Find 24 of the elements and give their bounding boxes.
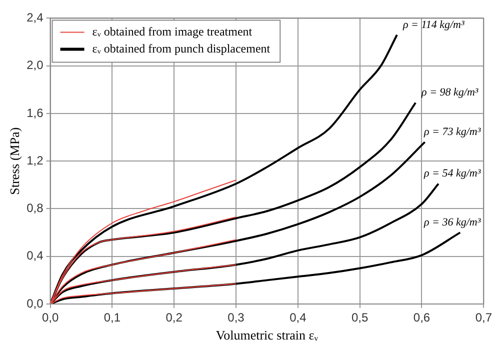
y-tick-label: 0,8 <box>26 201 44 216</box>
annotation: ρ = 36 kg/m³ <box>423 216 482 228</box>
x-tick-label: 0,7 <box>475 310 492 325</box>
legend-label: εᵥ obtained from punch displacement <box>92 41 271 56</box>
annotation: ρ = 114 kg/m³ <box>402 18 465 31</box>
y-tick-label: 2,4 <box>26 10 44 25</box>
y-tick-label: 1,6 <box>26 106 44 120</box>
annotation: ρ = 54 kg/m³ <box>423 168 482 180</box>
annotation: ρ = 98 kg/m³ <box>420 86 479 99</box>
y-tick-label: 1,2 <box>26 153 44 168</box>
x-tick-label: 0,0 <box>42 310 59 325</box>
x-tick-label: 0,1 <box>104 310 121 325</box>
y-tick-label: 2,0 <box>26 58 44 72</box>
annotation: ρ = 73 kg/m³ <box>423 126 482 138</box>
x-axis-title: Volumetric strain εᵥ <box>216 328 318 343</box>
y-tick-label: 0,0 <box>26 296 44 310</box>
x-tick-label: 0,2 <box>166 310 183 325</box>
x-tick-label: 0,4 <box>290 310 307 325</box>
legend-label: εᵥ obtained from image treatment <box>92 24 253 38</box>
y-axis-title: Stress (MPa) <box>7 127 22 195</box>
x-tick-label: 0,5 <box>351 310 368 325</box>
y-tick-label: 0,4 <box>26 248 44 263</box>
x-tick-label: 0,6 <box>413 310 430 325</box>
x-tick-label: 0,3 <box>228 310 245 325</box>
